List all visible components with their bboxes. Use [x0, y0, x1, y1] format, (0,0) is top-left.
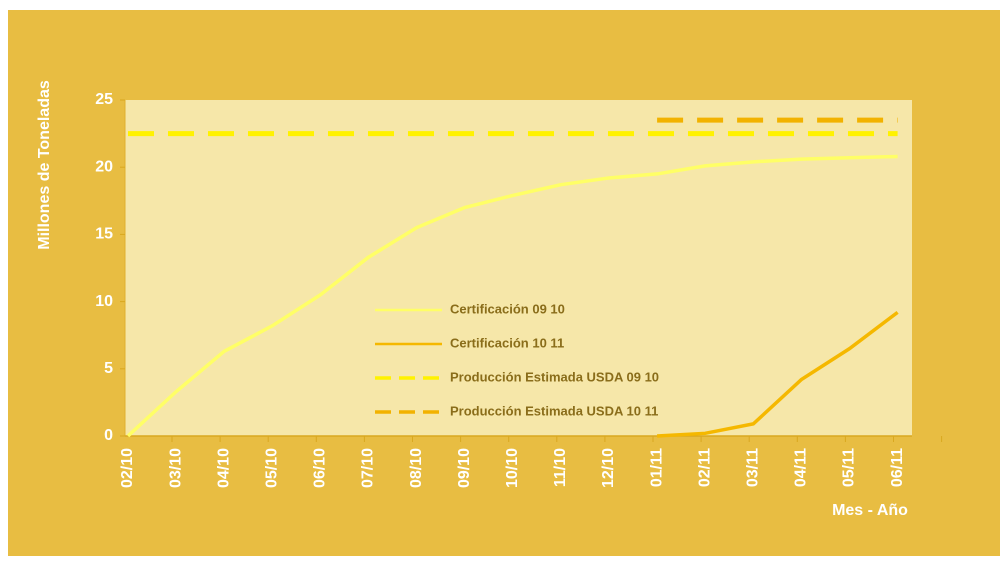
y-tick-label: 15 — [95, 226, 113, 243]
x-tick-label: 06/11 — [889, 448, 906, 487]
series-line — [657, 310, 899, 438]
x-tick-label: 09/10 — [456, 448, 473, 488]
x-tick-label: 10/10 — [504, 448, 521, 488]
x-tick-label: 12/10 — [600, 448, 617, 488]
x-tick-label: 06/10 — [312, 448, 329, 488]
y-tick-label: 5 — [104, 360, 113, 377]
x-axis-title: Mes - Año — [832, 502, 908, 519]
legend-label: Producción Estimada USDA 09 10 — [450, 369, 659, 384]
series-line — [126, 154, 898, 438]
x-tick-label: 03/11 — [745, 448, 762, 487]
legend-label: Certificación 09 10 — [450, 301, 565, 316]
y-tick-label: 20 — [95, 158, 113, 175]
x-tick-label: 04/11 — [793, 448, 810, 487]
y-tick-label: 10 — [95, 293, 113, 310]
x-tick-label: 11/10 — [552, 448, 569, 487]
x-tick-label: 05/11 — [841, 448, 858, 487]
legend-label: Certificación 10 11 — [450, 335, 564, 350]
x-tick-label: 04/10 — [215, 448, 232, 488]
x-tick-label: 02/11 — [696, 448, 713, 487]
y-axis-title: Millones de Toneladas — [36, 80, 53, 250]
x-tick-label: 03/10 — [167, 448, 184, 488]
x-tick-label: 02/10 — [119, 448, 136, 488]
plot-area — [125, 100, 912, 436]
y-tick-label: 0 — [104, 427, 113, 444]
x-tick-label: 08/10 — [408, 448, 425, 488]
x-tick-label: 07/10 — [360, 448, 377, 488]
y-tick-label: 25 — [95, 91, 113, 108]
x-tick-label: 01/11 — [648, 448, 665, 487]
legend-label: Producción Estimada USDA 10 11 — [450, 403, 658, 418]
x-tick-label: 05/10 — [264, 448, 281, 488]
